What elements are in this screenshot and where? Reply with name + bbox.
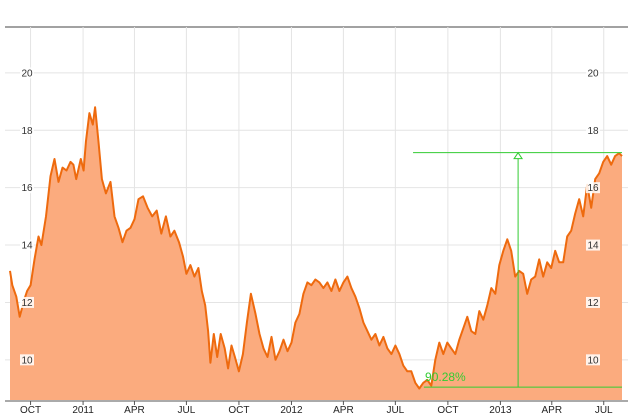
x-tick-label: 2012 bbox=[280, 405, 303, 416]
y-tick-label: 12 bbox=[587, 298, 599, 309]
y-tick-label: 16 bbox=[587, 183, 599, 194]
y-tick-label-bg bbox=[586, 354, 600, 366]
y-tick-label-bg bbox=[586, 296, 600, 308]
y-tick-label-bg bbox=[586, 67, 600, 79]
y-tick-label: 18 bbox=[21, 126, 33, 137]
y-tick-label-bg bbox=[20, 67, 34, 79]
y-tick-label-bg bbox=[20, 354, 34, 366]
y-tick-label-bg bbox=[586, 182, 600, 194]
x-tick-label: OCT bbox=[228, 405, 249, 416]
x-tick-label: APR bbox=[124, 405, 145, 416]
x-tick-label: 2013 bbox=[489, 405, 512, 416]
y-tick-label-bg bbox=[20, 296, 34, 308]
y-tick-label: 10 bbox=[21, 355, 33, 366]
y-tick-label-bg bbox=[586, 124, 600, 136]
x-tick-label: 2011 bbox=[72, 405, 94, 416]
x-tick-label: OCT bbox=[20, 405, 41, 416]
y-tick-label: 14 bbox=[587, 241, 599, 252]
x-tick-label: APR bbox=[333, 405, 354, 416]
x-tick-label: APR bbox=[541, 405, 562, 416]
annotation-arrow-icon bbox=[513, 151, 524, 160]
x-tick-label: OCT bbox=[437, 405, 458, 416]
x-tick-label: JUL bbox=[386, 405, 404, 416]
y-tick-label: 20 bbox=[587, 68, 599, 79]
y-tick-label-bg bbox=[20, 124, 34, 136]
y-tick-label: 14 bbox=[21, 241, 33, 252]
x-tick-label: JUL bbox=[178, 405, 196, 416]
y-tick-label-bg bbox=[20, 239, 34, 251]
y-tick-label: 18 bbox=[587, 126, 599, 137]
area-fill bbox=[10, 107, 622, 401]
y-tick-label-bg bbox=[20, 182, 34, 194]
y-tick-label: 12 bbox=[21, 298, 33, 309]
y-tick-label: 16 bbox=[21, 183, 33, 194]
x-axis: OCT 2011 APR JUL OCT 2012 APR JUL OCT 2013 APR JUL bbox=[20, 401, 613, 416]
y-tick-label: 20 bbox=[21, 68, 33, 79]
y-axis-left: 10 12 14 16 18 20 bbox=[20, 67, 34, 366]
y-tick-label-bg bbox=[586, 239, 600, 251]
x-tick-label: JUL bbox=[595, 405, 613, 416]
annotation-percent-label: 90.28% bbox=[425, 370, 466, 384]
y-axis-right: 10 12 14 16 18 20 bbox=[586, 67, 600, 366]
percent-change-annotation: 90.28% bbox=[413, 151, 622, 388]
y-tick-label: 10 bbox=[587, 355, 599, 366]
